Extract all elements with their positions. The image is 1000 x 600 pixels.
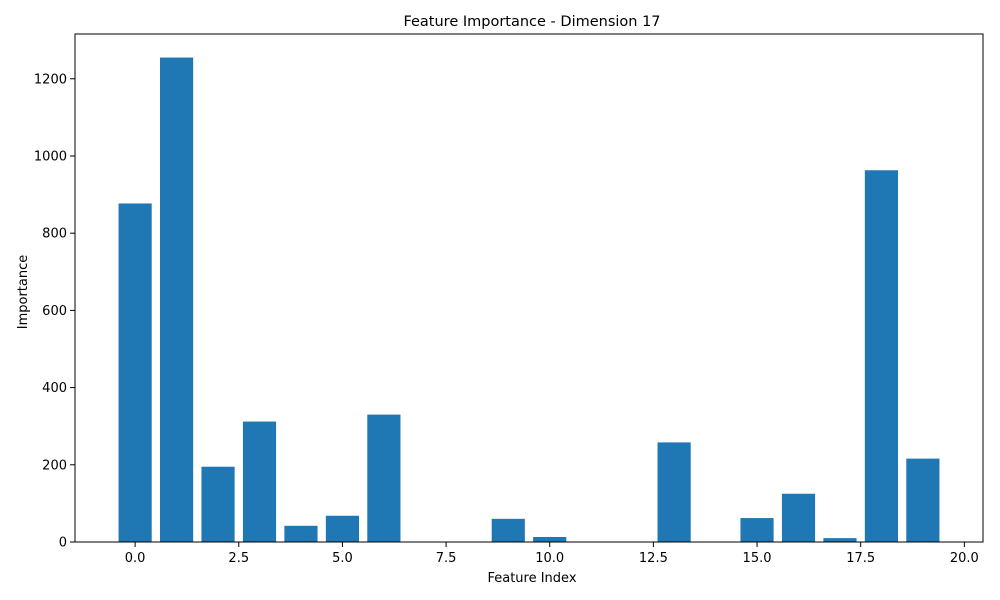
bar-feature-15 bbox=[740, 518, 774, 542]
y-tick-label: 400 bbox=[42, 381, 67, 396]
y-tick-label: 1000 bbox=[34, 149, 67, 164]
bar-feature-9 bbox=[491, 518, 525, 542]
bar-feature-4 bbox=[284, 525, 318, 542]
bar-feature-19 bbox=[906, 458, 940, 542]
x-tick-label: 5.0 bbox=[332, 551, 353, 566]
bar-feature-1 bbox=[159, 57, 194, 542]
x-tick-label: 20.0 bbox=[950, 551, 979, 566]
bar-feature-3 bbox=[242, 421, 277, 542]
plot-frame bbox=[74, 33, 984, 543]
y-tick-label: 200 bbox=[42, 458, 67, 473]
bar-feature-18 bbox=[864, 170, 899, 542]
x-axis-label: Feature Index bbox=[487, 571, 576, 586]
x-tick-label: 7.5 bbox=[436, 551, 457, 566]
bar-feature-6 bbox=[367, 414, 401, 542]
bar-feature-10 bbox=[533, 536, 567, 542]
x-axis: 0.0 2.5 5.0 7.5 10.0 12.5 15.0 17.5 20.0 bbox=[125, 542, 979, 566]
y-tick-label: 800 bbox=[42, 227, 67, 242]
x-tick-label: 2.5 bbox=[228, 551, 249, 566]
y-axis: 0 200 400 600 800 1000 1200 bbox=[34, 72, 75, 551]
chart-title: Feature Importance - Dimension 17 bbox=[403, 14, 660, 30]
x-tick-label: 12.5 bbox=[639, 551, 668, 566]
y-tick-label: 0 bbox=[59, 536, 67, 551]
y-tick-label: 600 bbox=[42, 304, 67, 319]
x-tick-label: 10.0 bbox=[535, 551, 564, 566]
y-tick-label: 1200 bbox=[34, 72, 67, 87]
bar-feature-13 bbox=[657, 442, 691, 542]
bar-feature-5 bbox=[325, 515, 360, 542]
x-tick-label: 0.0 bbox=[125, 551, 146, 566]
bars-group bbox=[118, 57, 940, 542]
bar-feature-2 bbox=[201, 466, 235, 542]
x-tick-label: 17.5 bbox=[846, 551, 875, 566]
bar-feature-17 bbox=[823, 538, 857, 542]
bar-feature-0 bbox=[118, 203, 152, 542]
x-tick-label: 15.0 bbox=[743, 551, 772, 566]
bar-feature-16 bbox=[781, 493, 816, 542]
y-axis-label: Importance bbox=[16, 255, 31, 330]
